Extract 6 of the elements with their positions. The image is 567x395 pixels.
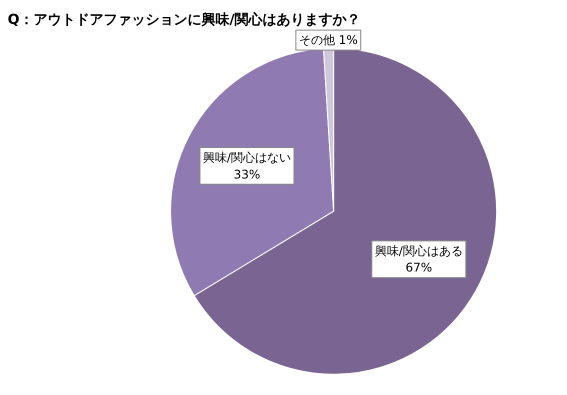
chart-title: Q：アウトドアファッションに興味/関心はありますか？: [8, 10, 361, 28]
slice-label: 興味/関心はない: [202, 150, 291, 164]
data-label: 67%: [405, 260, 432, 275]
data-label: 33%: [234, 167, 260, 182]
slice-label: その他 1%: [298, 33, 358, 48]
slice-label: 興味/関心はある: [374, 244, 463, 258]
